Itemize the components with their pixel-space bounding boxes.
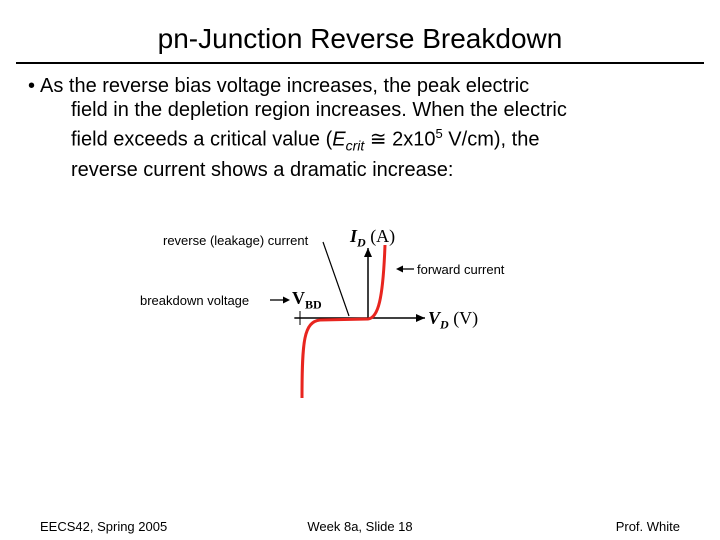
breakdown-voltage-label: breakdown voltage [140, 293, 250, 308]
reverse-leakage-label: reverse (leakage) current [163, 233, 309, 248]
title-divider [16, 62, 704, 64]
id-axis-label: ID (A) [350, 226, 395, 251]
vbd-label: VBD [292, 288, 322, 313]
bullet-dot: • [28, 75, 36, 97]
vbd-sub: BD [305, 297, 322, 312]
id-axis-arrowhead [364, 248, 372, 257]
bullet-line-3: field exceeds a critical value (Ecrit ≅ … [40, 122, 680, 158]
bullet-line-4: reverse current shows a dramatic increas… [71, 158, 454, 181]
footer-course: EECS42, Spring 2005 [40, 519, 168, 534]
vd-axis-label: VD (V) [428, 308, 478, 333]
breakdown-arrowhead [283, 296, 290, 304]
reverse-current-pointer [322, 241, 350, 317]
ecrit-value: 2x10 [386, 128, 436, 151]
iv-curve [300, 244, 387, 399]
vd-axis-arrowhead [416, 314, 425, 322]
footer-author: Prof. White [615, 519, 680, 534]
vd-unit: (V) [453, 308, 479, 328]
line3-post: V/cm), the [442, 128, 540, 151]
approx-symbol: ≅ [369, 128, 387, 151]
bullet-paragraph: • As the reverse bias voltage increases,… [28, 74, 680, 182]
footer-slide-number: Week 8a, Slide 18 [307, 519, 413, 534]
vd-sub: D [440, 317, 449, 332]
id-var: I [350, 226, 358, 246]
slide-title: pn-Junction Reverse Breakdown [157, 23, 563, 54]
ecrit-symbol: E [332, 128, 346, 151]
forward-current-label: forward current [417, 262, 505, 277]
id-unit: (A) [370, 226, 396, 246]
ecrit-subscript: crit [345, 137, 365, 154]
ecrit-exponent: 5 [435, 126, 443, 141]
bullet-line-1: As the reverse bias voltage increases, t… [40, 75, 530, 97]
forward-arrowhead [396, 265, 403, 273]
vbd-var: V [292, 288, 305, 308]
vd-var: V [428, 308, 441, 328]
bullet-line-2: field in the depletion region increases.… [71, 99, 567, 121]
line3-pre: field exceeds a critical value ( [71, 128, 333, 151]
id-sub: D [357, 235, 366, 250]
